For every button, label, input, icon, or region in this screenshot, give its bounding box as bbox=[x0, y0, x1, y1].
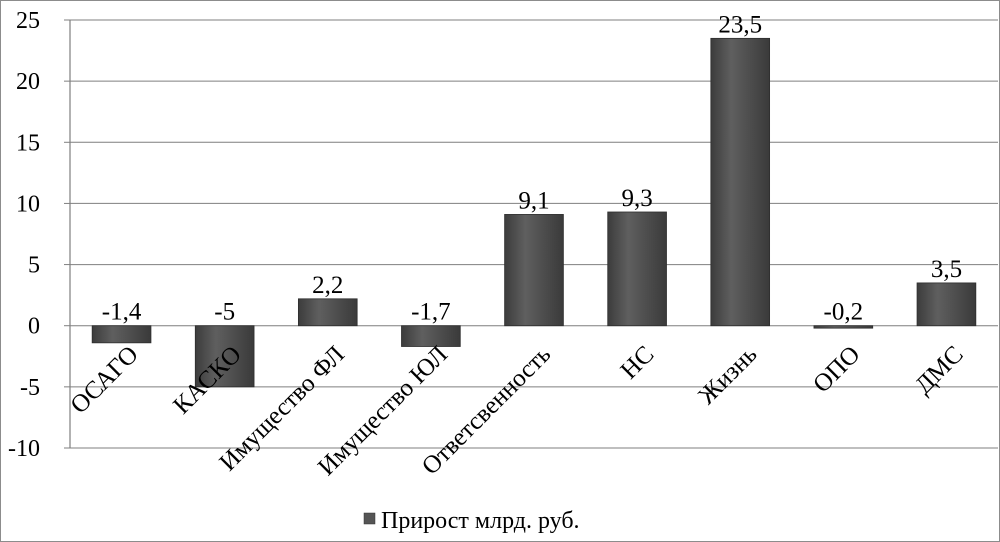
y-tick-label: -5 bbox=[20, 375, 40, 401]
y-tick-label: 20 bbox=[16, 69, 40, 95]
legend-swatch bbox=[363, 512, 376, 525]
bar-series bbox=[91, 37, 977, 388]
y-tick-label: 15 bbox=[16, 130, 40, 156]
bar bbox=[710, 37, 771, 327]
y-tick-label: 0 bbox=[28, 314, 40, 340]
bar bbox=[813, 325, 874, 329]
bar bbox=[91, 325, 152, 344]
data-labels: -1,4 -5 2,2 -1,7 9,1 9,3 23,5 -0,2 3,5 bbox=[102, 11, 962, 325]
data-label: 9,1 bbox=[518, 187, 549, 214]
y-tick-label: 10 bbox=[16, 191, 40, 217]
y-tick-label: -10 bbox=[8, 436, 40, 462]
x-tick-label: Жизнь bbox=[694, 341, 763, 410]
data-label: -0,2 bbox=[824, 299, 864, 326]
data-label: 9,3 bbox=[621, 185, 652, 212]
y-tick-label: 5 bbox=[28, 253, 40, 279]
data-label: -1,4 bbox=[102, 299, 142, 326]
data-label: -1,7 bbox=[411, 299, 451, 326]
legend: Прирост млрд. руб. bbox=[363, 508, 580, 534]
x-tick-label: ОПО bbox=[808, 341, 865, 398]
x-tick-label: ОСАГО bbox=[65, 341, 143, 419]
bar bbox=[401, 325, 461, 347]
data-label: 23,5 bbox=[718, 11, 762, 38]
bar bbox=[916, 282, 977, 327]
data-label: -5 bbox=[214, 299, 235, 326]
x-tick-label: ДМС bbox=[910, 341, 969, 400]
bar bbox=[504, 214, 564, 327]
data-label: 3,5 bbox=[931, 256, 962, 283]
bar bbox=[607, 211, 667, 327]
y-tick-label: 25 bbox=[16, 8, 40, 34]
y-axis: 25 20 15 10 5 0 -5 -10 bbox=[8, 8, 71, 462]
bar bbox=[297, 298, 358, 327]
legend-label: Прирост млрд. руб. bbox=[381, 508, 580, 534]
bar bbox=[194, 325, 255, 388]
data-label: 2,2 bbox=[312, 272, 343, 299]
x-tick-label: НС bbox=[616, 341, 660, 385]
